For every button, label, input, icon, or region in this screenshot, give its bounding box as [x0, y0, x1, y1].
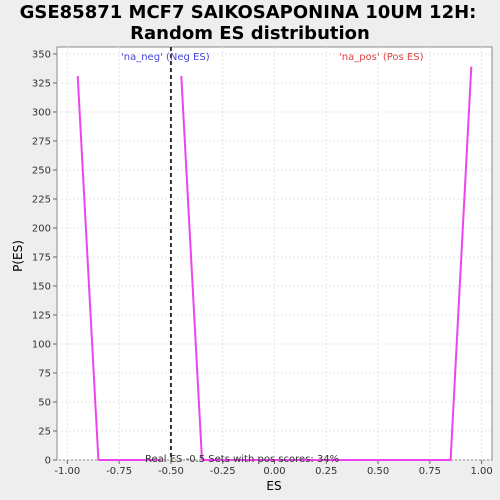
x-tick-label: -0.75 [106, 466, 132, 477]
legend-neg: 'na_neg' (Neg ES) [121, 52, 210, 63]
y-tick-label: 100 [32, 339, 51, 350]
y-tick-label: 25 [38, 426, 51, 437]
y-tick-label: 75 [38, 368, 51, 379]
x-tick-label: -0.25 [210, 466, 236, 477]
chart-title-line2: Random ES distribution [130, 23, 370, 44]
legend-pos: 'na_pos' (Pos ES) [339, 52, 424, 63]
y-tick-label: 175 [32, 252, 51, 263]
y-tick-label: 50 [38, 397, 51, 408]
grid [57, 47, 492, 461]
chart-title-line1: GSE85871 MCF7 SAIKOSAPONINA 10UM 12H: [20, 2, 477, 23]
y-axis-label: P(ES) [11, 240, 25, 272]
x-axis-label: ES [266, 479, 281, 493]
y-tick-label: 200 [32, 223, 51, 234]
y-tick-label: 225 [32, 194, 51, 205]
y-tick-label: 275 [32, 136, 51, 147]
x-tick-label: 0.25 [315, 466, 337, 477]
series-line [180, 75, 203, 461]
y-tick-label: 350 [32, 49, 51, 60]
x-tick-label: 0.75 [419, 466, 441, 477]
y-tick-label: 300 [32, 107, 51, 118]
y-tick-label: 0 [45, 456, 51, 467]
series-line [76, 75, 161, 461]
axis-ticks: 0 25 50 75 100 125 150 175 200 225 250 275 300 325 350… [32, 49, 493, 477]
x-tick-label: 1.00 [471, 466, 493, 477]
y-tick-label: 325 [32, 78, 51, 89]
x-tick-label: -1.00 [54, 466, 80, 477]
y-tick-label: 125 [32, 310, 51, 321]
annotation: Real ES -0.5 Sets with pos scores: 34% [145, 454, 339, 465]
y-tick-label: 150 [32, 281, 51, 292]
x-tick-label: -0.50 [158, 466, 184, 477]
series-line [202, 66, 473, 461]
y-tick-label: 250 [32, 165, 51, 176]
x-tick-label: 0.50 [367, 466, 389, 477]
x-tick-label: 0.00 [263, 466, 285, 477]
series [76, 66, 473, 461]
